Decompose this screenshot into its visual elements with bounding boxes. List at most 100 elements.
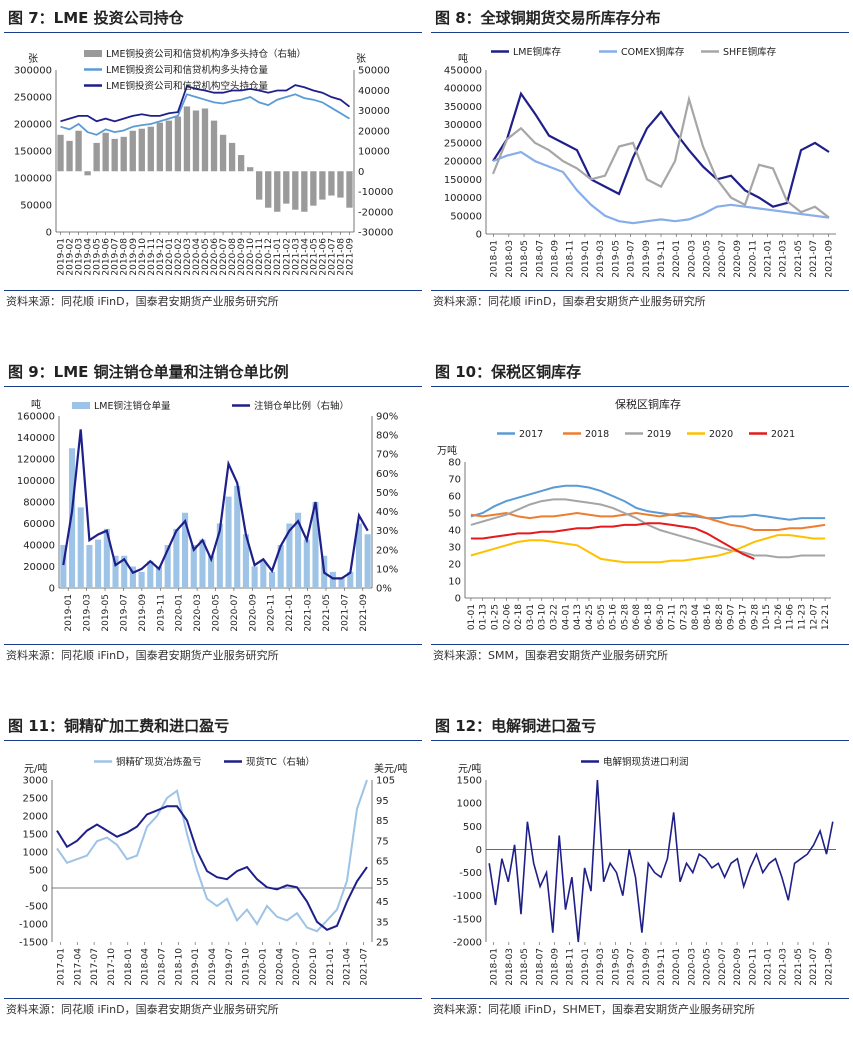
x-tick-label: 2019-06 <box>102 238 112 276</box>
x-tick-label: 2019-12 <box>156 238 166 276</box>
bar <box>219 134 227 172</box>
y-axis-right-unit: 美元/吨 <box>374 762 407 775</box>
x-tick-label: 2018-01 <box>124 948 134 986</box>
x-tick-label: 2019-01 <box>64 594 74 632</box>
bar <box>328 171 335 196</box>
x-tick-label: 2021-03 <box>291 238 301 276</box>
source-note: 资料来源：同花顺 iFinD，国泰君安期货产业服务研究所 <box>4 290 422 313</box>
bar <box>364 534 371 588</box>
legend-label: 2021 <box>771 429 795 440</box>
y-right-tick-label: 30% <box>376 526 398 537</box>
bar <box>274 171 281 212</box>
x-tick-label: 2019-07 <box>225 948 235 986</box>
bar <box>292 171 299 210</box>
panel-bonded-inventory: 图 10：保税区铜库存 0 10 20 30 40 50 60 70 80 万吨 保税区铜库存 01-… <box>431 358 849 698</box>
x-tick-label: 2019-01 <box>57 238 67 276</box>
panel-cathode-import-profit: 图 12：电解铜进口盈亏 -2000 -1500 -1000 -500 0 500 1000… <box>431 712 849 1052</box>
chart-title: 保税区铜库存 <box>615 397 681 411</box>
x-tick-label: 2020-11 <box>748 948 758 986</box>
x-tick-label: 03-22 <box>550 604 560 630</box>
x-tick-label: 2019-09 <box>642 240 652 278</box>
bar <box>147 126 154 172</box>
y-axis-unit: 万吨 <box>437 444 457 457</box>
y-axis-unit: 吨 <box>458 52 468 65</box>
bar <box>75 130 82 172</box>
bar <box>147 561 154 588</box>
x-tick-label: 2019-07 <box>111 238 121 276</box>
bar <box>138 571 145 588</box>
x-tick-label: 2019-01 <box>191 948 201 986</box>
bar <box>251 566 258 588</box>
x-tick-label: 2021-07 <box>340 594 350 632</box>
x-tick-label: 2021-01 <box>285 594 295 632</box>
x-tick-label: 2020-03 <box>687 240 697 278</box>
y-right-tick-label: 10% <box>376 564 398 575</box>
x-tick-label: 2021-04 <box>300 238 310 276</box>
y-right-tick-label: 35 <box>376 917 389 928</box>
x-tick-label: 2018-11 <box>566 948 576 986</box>
x-tick-label: 08-16 <box>703 604 713 630</box>
x-tick-label: 2021-05 <box>794 240 804 278</box>
y-right-tick-label: -30000 <box>358 228 393 239</box>
series-line <box>470 484 826 521</box>
y-tick-label: 500 <box>29 866 48 877</box>
y-right-tick-label: 30000 <box>358 106 390 117</box>
y-tick-label: 160000 <box>17 412 55 423</box>
x-tick-label: 2019-04 <box>84 238 94 276</box>
y-right-tick-label: 0 <box>358 167 364 178</box>
y-tick-label: -500 <box>459 868 482 879</box>
series-line <box>60 84 351 123</box>
bar <box>102 132 109 172</box>
y-right-tick-label: 0% <box>376 584 392 595</box>
bar <box>121 555 128 588</box>
series-line <box>492 91 830 208</box>
panel-title: 图 7：LME 投资公司持仓 <box>4 4 422 33</box>
y-tick-label: 60 <box>448 492 461 503</box>
y-tick-label: 200000 <box>444 157 482 168</box>
x-tick-label: 2019-09 <box>642 948 652 986</box>
y-axis-unit: 元/吨 <box>24 762 47 775</box>
y-right-tick-label: 80% <box>376 431 398 442</box>
y-right-tick-label: 20000 <box>358 126 390 137</box>
bar <box>155 566 163 588</box>
x-tick-label: 2020-03 <box>193 594 203 632</box>
x-tick-label: 12-07 <box>809 604 819 630</box>
x-tick-label: 2021-07 <box>360 948 370 986</box>
bar <box>234 485 241 588</box>
y-tick-label: 70 <box>448 475 461 486</box>
x-tick-label: 2017-10 <box>107 948 117 986</box>
y-right-tick-label: 40% <box>376 507 398 518</box>
y-tick-label: 10 <box>448 577 461 588</box>
y-right-tick-label: 20% <box>376 545 398 556</box>
x-tick-label: 2021-01 <box>326 948 336 986</box>
bar <box>337 171 344 198</box>
x-tick-label: 2021-07 <box>809 240 819 278</box>
x-tick-label: 2020-01 <box>165 238 175 276</box>
y-right-tick-label: 10000 <box>358 147 390 158</box>
legend-label: 电解铜现货进口利润 <box>603 756 689 768</box>
bar <box>164 545 171 588</box>
x-tick-label: 2018-09 <box>550 240 560 278</box>
x-tick-label: 2020-07 <box>718 948 728 986</box>
bar <box>210 120 218 172</box>
y-tick-label: 60000 <box>23 519 55 530</box>
y-tick-label: 0 <box>49 584 55 595</box>
y-tick-label: 150000 <box>444 175 482 186</box>
legend-label: LME铜投资公司和信贷机构空头持仓量 <box>106 80 268 92</box>
y-tick-label: 40 <box>448 526 461 537</box>
x-tick-label: 2020-05 <box>703 948 713 986</box>
series-line <box>470 498 826 559</box>
legend-label: LME铜库存 <box>513 46 561 58</box>
y-tick-label: 0 <box>455 594 461 605</box>
x-tick-label: 2021-02 <box>282 238 292 276</box>
bar <box>86 545 93 588</box>
x-tick-label: 2019-11 <box>657 948 667 986</box>
y-tick-label: 80 <box>448 458 461 469</box>
x-tick-label: 2019-04 <box>208 948 218 986</box>
x-tick-label: 2019-02 <box>66 238 76 276</box>
legend-label: COMEX铜库存 <box>621 46 685 58</box>
y-right-tick-label: -10000 <box>358 187 393 198</box>
chart-global-inventory: 0 50000 100000 150000 200000 250000 300000 3500… <box>444 46 836 278</box>
x-tick-label: 2020-11 <box>748 240 758 278</box>
